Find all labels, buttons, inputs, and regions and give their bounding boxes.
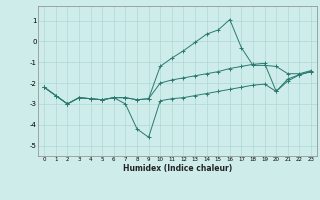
X-axis label: Humidex (Indice chaleur): Humidex (Indice chaleur) bbox=[123, 164, 232, 173]
